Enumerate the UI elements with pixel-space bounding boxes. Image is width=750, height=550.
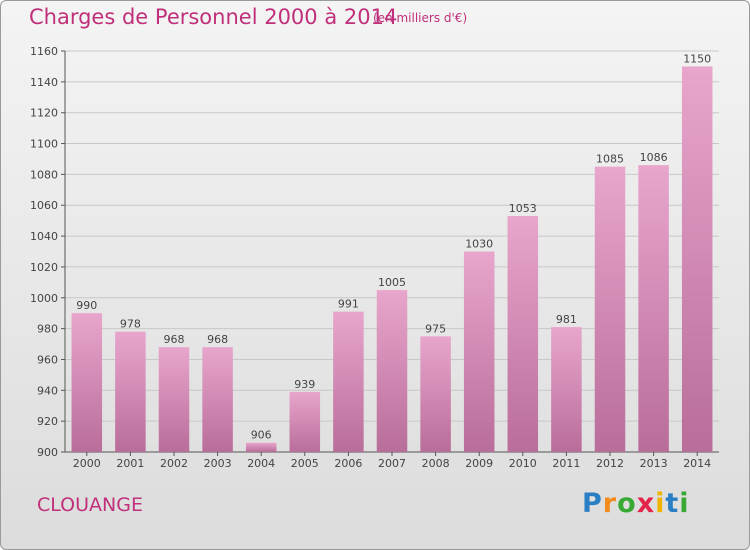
y-tick-label: 1040 — [30, 230, 58, 243]
x-tick-label: 2000 — [73, 457, 101, 470]
chart-subtitle: (en milliers d'€) — [373, 11, 468, 25]
x-tick-label: 2001 — [116, 457, 144, 470]
bar — [71, 313, 103, 452]
commune-name: CLOUANGE — [37, 494, 143, 516]
bar-value-label: 991 — [338, 298, 359, 311]
y-tick-label: 1060 — [30, 199, 58, 212]
x-tick-label: 2009 — [465, 457, 493, 470]
bar-value-label: 1085 — [596, 153, 624, 166]
bar-value-label: 990 — [76, 299, 97, 312]
bar-value-label: 939 — [294, 378, 315, 391]
bar — [463, 251, 495, 452]
y-tick-label: 1080 — [30, 168, 58, 181]
x-tick-label: 2010 — [509, 457, 537, 470]
y-tick-label: 900 — [37, 446, 58, 459]
bar-value-label: 968 — [207, 333, 228, 346]
bar-value-label: 1053 — [509, 202, 537, 215]
x-tick-label: 2007 — [378, 457, 406, 470]
x-tick-label: 2012 — [596, 457, 624, 470]
y-tick-label: 980 — [37, 323, 58, 336]
y-tick-label: 960 — [37, 353, 58, 366]
bar — [158, 347, 190, 452]
bar-value-label: 1086 — [640, 151, 668, 164]
bar — [681, 66, 713, 452]
x-tick-label: 2005 — [291, 457, 319, 470]
bar-value-label: 906 — [251, 429, 272, 442]
bar — [420, 336, 451, 452]
x-tick-label: 2011 — [552, 457, 580, 470]
bar — [638, 165, 669, 452]
y-tick-label: 1120 — [30, 107, 58, 120]
bar — [289, 391, 321, 452]
x-tick-label: 2003 — [204, 457, 232, 470]
x-tick-label: 2008 — [422, 457, 450, 470]
y-tick-label: 1020 — [30, 261, 58, 274]
bar — [376, 290, 408, 452]
x-tick-label: 2006 — [334, 457, 362, 470]
proxiti-logo: Proxiti — [582, 488, 690, 519]
y-tick-label: 1000 — [30, 292, 58, 305]
bar-value-label: 1005 — [378, 276, 406, 289]
bar-value-label: 968 — [164, 333, 185, 346]
y-tick-label: 1140 — [30, 76, 58, 89]
chart-title: Charges de Personnel 2000 à 2014 — [29, 5, 398, 29]
y-tick-label: 920 — [37, 415, 58, 428]
bar — [115, 331, 146, 452]
bar — [333, 311, 364, 452]
bar — [507, 216, 539, 452]
bar — [202, 347, 233, 452]
x-tick-label: 2004 — [247, 457, 275, 470]
bar-value-label: 1150 — [683, 52, 711, 65]
x-tick-label: 2014 — [683, 457, 711, 470]
bar — [245, 442, 277, 452]
bar-value-label: 981 — [556, 313, 577, 326]
y-tick-label: 1100 — [30, 138, 58, 151]
y-tick-label: 940 — [37, 384, 58, 397]
bar-value-label: 978 — [120, 318, 141, 331]
bar — [551, 327, 582, 452]
x-tick-label: 2002 — [160, 457, 188, 470]
x-tick-label: 2013 — [640, 457, 668, 470]
y-tick-label: 1160 — [30, 45, 58, 58]
bar — [594, 166, 626, 452]
bar-value-label: 975 — [425, 322, 446, 335]
bar-value-label: 1030 — [465, 238, 493, 251]
